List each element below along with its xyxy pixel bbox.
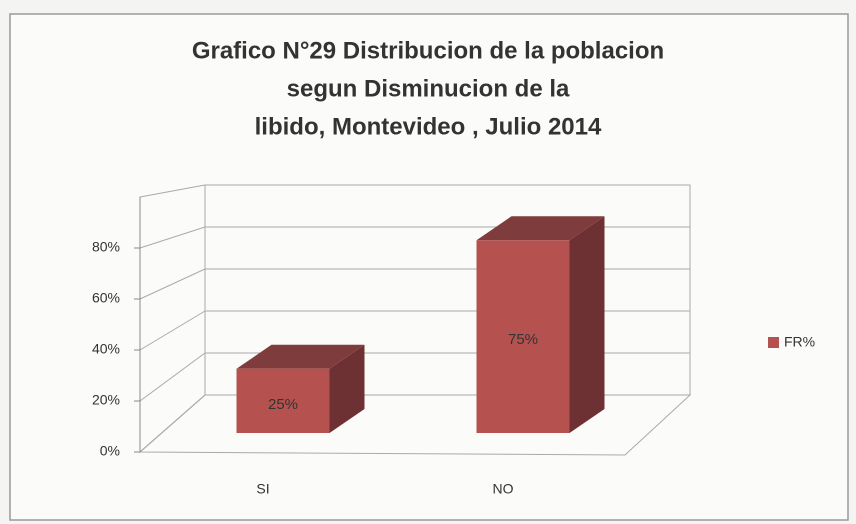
chart-frame [9,13,849,521]
bar [476,240,570,433]
y-tick-label: 40% [92,341,120,357]
y-tick-label: 0% [100,443,120,459]
y-tick-label: 20% [92,392,120,408]
grid-line [139,394,206,453]
chart-title: Grafico N°29 Distribucion de la poblacio… [192,37,664,64]
data-label: 25% [268,396,298,413]
grid-line [139,310,206,351]
legend-swatch [768,337,779,348]
bar-top [476,216,605,241]
data-label: 75% [508,331,538,348]
grid-line [139,268,206,300]
x-tick-label: SI [256,481,269,497]
bar-side [569,216,605,433]
x-tick-label: NO [493,481,514,497]
bar-side [329,344,365,433]
grid-line [139,352,206,402]
chart-title: libido, Montevideo , Julio 2014 [255,113,602,140]
bar-top [236,344,365,369]
grid-line [139,226,206,249]
bar [236,368,330,433]
y-tick-label: 60% [92,290,120,306]
legend-label: FR% [784,334,815,350]
y-tick-label: 80% [92,239,120,255]
chart-title: segun Disminucion de la [287,75,570,102]
